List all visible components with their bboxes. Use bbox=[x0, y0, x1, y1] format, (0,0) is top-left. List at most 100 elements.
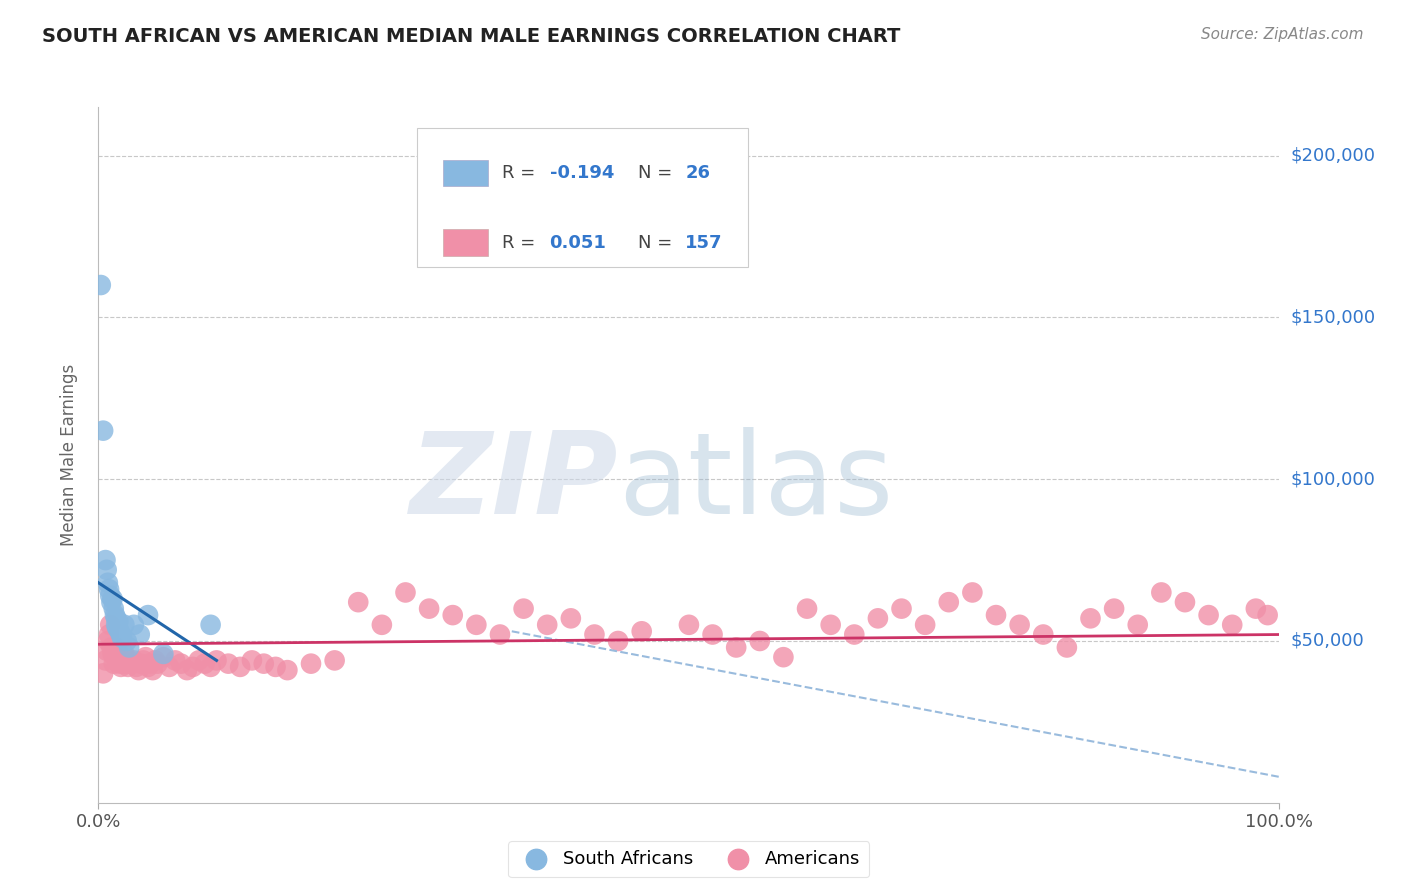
Point bbox=[110, 627, 132, 641]
Point bbox=[152, 647, 174, 661]
Point bbox=[1174, 595, 1197, 609]
Point bbox=[276, 663, 298, 677]
Point bbox=[200, 617, 222, 632]
Point bbox=[347, 595, 370, 609]
Point bbox=[112, 647, 135, 661]
Point bbox=[512, 601, 534, 615]
Text: $100,000: $100,000 bbox=[1291, 470, 1375, 488]
Text: 26: 26 bbox=[685, 164, 710, 182]
Point bbox=[748, 634, 770, 648]
Point bbox=[441, 608, 464, 623]
Point bbox=[607, 634, 630, 648]
Point bbox=[135, 650, 157, 665]
Point bbox=[1257, 608, 1279, 623]
Point bbox=[152, 650, 174, 665]
Point bbox=[114, 657, 136, 671]
Text: R =: R = bbox=[502, 234, 541, 252]
Point bbox=[1080, 611, 1102, 625]
Y-axis label: Median Male Earnings: Median Male Earnings bbox=[59, 364, 77, 546]
Point bbox=[136, 608, 159, 623]
Point bbox=[107, 647, 129, 661]
Point bbox=[96, 643, 118, 657]
Text: 157: 157 bbox=[685, 234, 723, 252]
Point bbox=[1126, 617, 1149, 632]
Point bbox=[194, 657, 217, 671]
Text: atlas: atlas bbox=[619, 427, 893, 538]
Text: -0.194: -0.194 bbox=[550, 164, 614, 182]
Point bbox=[98, 627, 121, 641]
Point bbox=[165, 653, 187, 667]
Point bbox=[820, 617, 842, 632]
Point bbox=[560, 611, 582, 625]
Point bbox=[117, 660, 139, 674]
Point bbox=[630, 624, 652, 639]
Text: $50,000: $50,000 bbox=[1291, 632, 1364, 650]
Point bbox=[139, 657, 162, 671]
Point bbox=[187, 653, 209, 667]
Point bbox=[1198, 608, 1220, 623]
Text: N =: N = bbox=[638, 164, 678, 182]
Point bbox=[157, 660, 180, 674]
Point bbox=[725, 640, 748, 655]
Point bbox=[112, 617, 135, 632]
Point bbox=[108, 657, 131, 671]
Point bbox=[121, 657, 143, 671]
Point bbox=[240, 653, 263, 667]
Point bbox=[107, 615, 129, 629]
Point bbox=[105, 611, 128, 625]
Point bbox=[143, 653, 166, 667]
Point bbox=[91, 424, 114, 438]
Point bbox=[299, 657, 322, 671]
Point bbox=[105, 617, 128, 632]
Text: ZIP: ZIP bbox=[409, 427, 619, 538]
Point bbox=[91, 666, 114, 681]
Point bbox=[678, 617, 700, 632]
Point bbox=[105, 640, 128, 655]
Point bbox=[111, 653, 134, 667]
FancyBboxPatch shape bbox=[418, 128, 748, 267]
Point bbox=[938, 595, 960, 609]
Point bbox=[129, 657, 152, 671]
Point bbox=[371, 617, 394, 632]
Point bbox=[110, 660, 132, 674]
Text: N =: N = bbox=[638, 234, 678, 252]
Point bbox=[1008, 617, 1031, 632]
Point bbox=[394, 585, 416, 599]
Point bbox=[105, 621, 128, 635]
Point bbox=[181, 660, 204, 674]
Point bbox=[962, 585, 984, 599]
Point bbox=[1056, 640, 1078, 655]
Point bbox=[702, 627, 724, 641]
Point bbox=[200, 660, 222, 674]
Point bbox=[170, 657, 193, 671]
Point bbox=[104, 608, 127, 623]
Text: R =: R = bbox=[502, 164, 541, 182]
Point bbox=[122, 653, 145, 667]
Text: Source: ZipAtlas.com: Source: ZipAtlas.com bbox=[1201, 27, 1364, 42]
Point bbox=[146, 657, 169, 671]
Point bbox=[583, 627, 606, 641]
Point bbox=[97, 634, 120, 648]
Point bbox=[796, 601, 818, 615]
FancyBboxPatch shape bbox=[443, 160, 488, 186]
Point bbox=[142, 663, 165, 677]
Point bbox=[1150, 585, 1173, 599]
Point bbox=[128, 663, 150, 677]
Point bbox=[229, 660, 252, 674]
Point bbox=[914, 617, 936, 632]
Point bbox=[112, 657, 135, 671]
Point bbox=[844, 627, 866, 641]
FancyBboxPatch shape bbox=[443, 229, 488, 256]
Point bbox=[104, 650, 127, 665]
Point bbox=[132, 653, 155, 667]
Point bbox=[100, 595, 122, 609]
Point bbox=[890, 601, 912, 615]
Point bbox=[96, 563, 118, 577]
Point bbox=[418, 601, 440, 615]
Text: SOUTH AFRICAN VS AMERICAN MEDIAN MALE EARNINGS CORRELATION CHART: SOUTH AFRICAN VS AMERICAN MEDIAN MALE EA… bbox=[42, 27, 901, 45]
Point bbox=[103, 657, 125, 671]
Point bbox=[101, 591, 124, 606]
Point bbox=[465, 617, 488, 632]
Point bbox=[94, 553, 117, 567]
Point bbox=[98, 617, 121, 632]
